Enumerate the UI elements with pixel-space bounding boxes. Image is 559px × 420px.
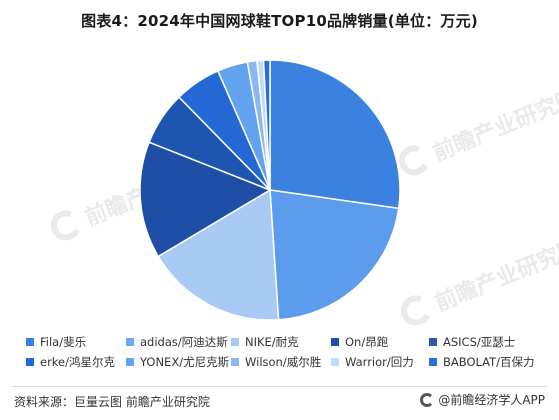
- legend-item: adidas/阿迪达斯: [126, 334, 228, 350]
- legend-item: ASICS/亚瑟士: [429, 334, 515, 350]
- legend-swatch: [126, 358, 134, 366]
- legend-item: Fila/斐乐: [26, 334, 86, 350]
- pie-slice-1: [269, 189, 400, 321]
- legend-label: adidas/阿迪达斯: [140, 335, 228, 349]
- legend-label: Wilson/威尔胜: [245, 355, 322, 369]
- legend-item: NIKE/耐克: [231, 334, 299, 350]
- legend-item: YONEX/尤尼克斯: [126, 354, 229, 370]
- legend-item: On/昂跑: [331, 334, 388, 350]
- legend-item: erke/鸿星尔克: [26, 354, 115, 370]
- legend-swatch: [26, 338, 34, 346]
- legend-label: YONEX/尤尼克斯: [140, 355, 230, 369]
- chart-title: 图表4：2024年中国网球鞋TOP10品牌销量(单位：万元): [81, 12, 478, 30]
- footer-divider: [12, 386, 547, 387]
- legend-label: Warrior/回力: [345, 355, 414, 369]
- legend-item: BABOLAT/百保力: [429, 354, 535, 370]
- footer-source: 资料来源：巨量云图 前瞻产业研究院: [14, 395, 210, 409]
- brand-logo-icon: [420, 392, 435, 407]
- pie-slice-2: [157, 188, 280, 321]
- footer-brand: @前瞻经济学人APP: [420, 391, 545, 408]
- legend-label: NIKE/耐克: [245, 335, 299, 349]
- legend-item: Warrior/回力: [331, 354, 414, 370]
- legend-label: Fila/斐乐: [40, 335, 87, 349]
- legend-swatch: [126, 338, 134, 346]
- legend-swatch: [231, 338, 239, 346]
- legend-swatch: [26, 358, 34, 366]
- legend-label: ASICS/亚瑟士: [443, 335, 516, 349]
- legend-label: erke/鸿星尔克: [40, 355, 116, 369]
- legend-swatch: [429, 338, 437, 346]
- legend-swatch: [231, 358, 239, 366]
- legend-swatch: [331, 358, 339, 366]
- pie-slice-3: [139, 141, 272, 258]
- pie-chart: [139, 59, 401, 321]
- legend-label: On/昂跑: [345, 335, 389, 349]
- footer-brand-text: @前瞻经济学人APP: [438, 393, 545, 407]
- pie-slice-0: [269, 59, 401, 210]
- legend-label: BABOLAT/百保力: [443, 355, 535, 369]
- legend-item: Wilson/威尔胜: [231, 354, 321, 370]
- legend-swatch: [331, 338, 339, 346]
- legend-swatch: [429, 358, 437, 366]
- pie-slice-9: [262, 59, 271, 191]
